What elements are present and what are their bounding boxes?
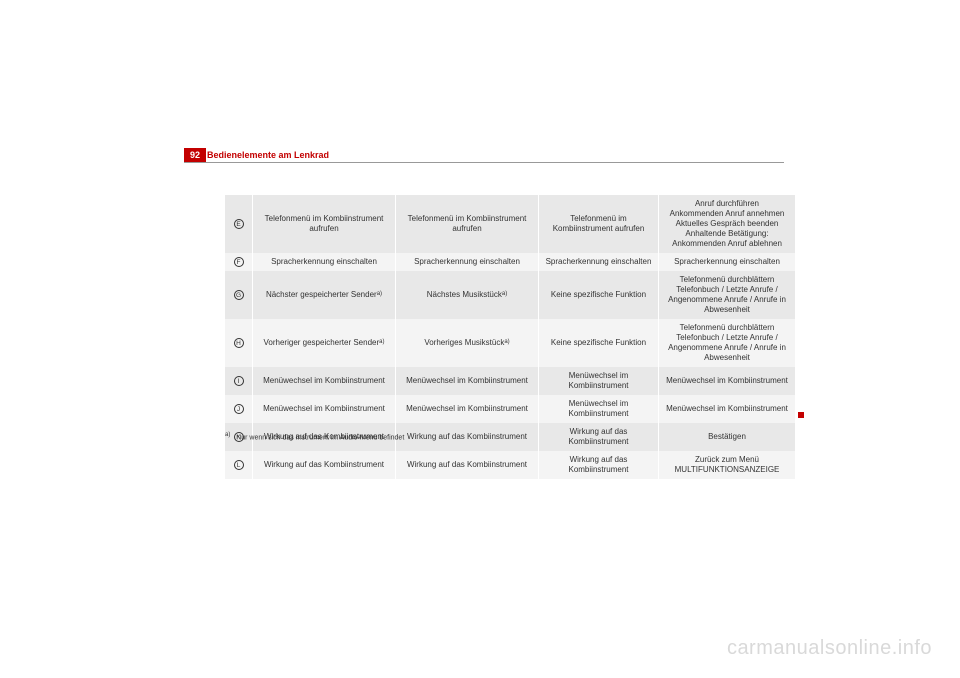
end-marker xyxy=(798,412,804,418)
table-row: J Menüwechsel im Kombiinstrument Menüwechs… xyxy=(225,395,795,423)
control-icon: F xyxy=(234,257,244,267)
table-cell: Spracherkennung einschalten xyxy=(659,253,795,271)
control-icon: E xyxy=(234,219,244,229)
table-cell: Vorheriges Musikstück a) xyxy=(396,319,539,367)
table-row: I Menüwechsel im Kombiinstrument Menüwechs… xyxy=(225,367,795,395)
table-cell: Wirkung auf das Kombiinstrument xyxy=(396,451,539,479)
cell-text: Anruf durchführen Ankommenden Anruf anne… xyxy=(670,199,785,249)
table-cell: Telefonmenü im Kombiinstrument aufrufen xyxy=(539,195,659,253)
cell-text: Wirkung auf das Kombiinstrument xyxy=(542,455,655,475)
row-icon-cell: H xyxy=(225,319,253,367)
table-cell: Telefonmenü im Kombiinstrument aufrufen xyxy=(253,195,396,253)
table-cell: Wirkung auf das Kombiinstrument xyxy=(396,423,539,451)
cell-superscript: a) xyxy=(502,291,507,299)
header-rule xyxy=(184,162,784,163)
table-cell: Menüwechsel im Kombiinstrument xyxy=(539,395,659,423)
cell-text: Menüwechsel im Kombiinstrument xyxy=(542,371,655,391)
cell-text: Wirkung auf das Kombiinstrument xyxy=(264,460,384,470)
cell-text: Vorheriges Musikstück xyxy=(424,338,504,348)
footnote-mark: a) xyxy=(225,432,230,438)
table-row: L Wirkung auf das Kombiinstrument Wirkung … xyxy=(225,451,795,479)
cell-text: Telefonmenü durchblättern Telefonbuch / … xyxy=(662,275,792,315)
table-cell: Wirkung auf das Kombiinstrument xyxy=(539,423,659,451)
table-cell: Telefonmenü durchblättern Telefonbuch / … xyxy=(659,319,795,367)
table-cell: Keine spezifische Funktion xyxy=(539,271,659,319)
table-cell: Spracherkennung einschalten xyxy=(539,253,659,271)
cell-text: Menüwechsel im Kombiinstrument xyxy=(666,404,788,414)
table-cell: Nächstes Musikstück a) xyxy=(396,271,539,319)
cell-text: Menüwechsel im Kombiinstrument xyxy=(406,404,528,414)
cell-superscript: a) xyxy=(504,339,509,347)
row-icon-cell: F xyxy=(225,253,253,271)
table-cell: Spracherkennung einschalten xyxy=(253,253,396,271)
footnote: a) Nur wenn sich das Instrument im Audio… xyxy=(225,432,404,441)
row-icon-cell: I xyxy=(225,367,253,395)
table-cell: Menüwechsel im Kombiinstrument xyxy=(396,367,539,395)
table-cell: Menüwechsel im Kombiinstrument xyxy=(659,367,795,395)
control-icon: L xyxy=(234,460,244,470)
table-cell: Telefonmenü durchblättern Telefonbuch / … xyxy=(659,271,795,319)
row-icon-cell: E xyxy=(225,195,253,253)
table-cell: Menüwechsel im Kombiinstrument xyxy=(253,367,396,395)
cell-text: Spracherkennung einschalten xyxy=(414,257,520,267)
cell-text: Menüwechsel im Kombiinstrument xyxy=(263,404,385,414)
cell-text: Nächster gespeicherter Sender xyxy=(266,290,377,300)
row-icon-cell: G xyxy=(225,271,253,319)
table-row: HVorheriger gespeicherter Sender a)Vorhe… xyxy=(225,319,795,367)
table-cell: Zurück zum Menü MULTIFUNKTIONSANZEIGE xyxy=(659,451,795,479)
cell-text: Spracherkennung einschalten xyxy=(546,257,652,267)
footnote-text: Nur wenn sich das Instrument im Audio-Me… xyxy=(236,434,404,441)
cell-text: Keine spezifische Funktion xyxy=(551,290,646,300)
table-cell: Menüwechsel im Kombiinstrument xyxy=(396,395,539,423)
cell-text: Telefonmenü durchblättern Telefonbuch / … xyxy=(662,323,792,363)
table-cell: Keine spezifische Funktion xyxy=(539,319,659,367)
section-title: Bedienelemente am Lenkrad xyxy=(207,148,329,160)
cell-text: Spracherkennung einschalten xyxy=(674,257,780,267)
cell-text: Wirkung auf das Kombiinstrument xyxy=(407,460,527,470)
table-cell: Spracherkennung einschalten xyxy=(396,253,539,271)
table-cell: Menüwechsel im Kombiinstrument xyxy=(539,367,659,395)
control-icon: I xyxy=(234,376,244,386)
table-row: E Telefonmenü im Kombiinstrument aufrufen… xyxy=(225,195,795,253)
cell-text: Spracherkennung einschalten xyxy=(271,257,377,267)
watermark: carmanualsonline.info xyxy=(727,637,932,660)
table-cell: Vorheriger gespeicherter Sender a) xyxy=(253,319,396,367)
row-icon-cell: L xyxy=(225,451,253,479)
table-cell: Wirkung auf das Kombiinstrument xyxy=(539,451,659,479)
table-cell: Nächster gespeicherter Sender a) xyxy=(253,271,396,319)
table-cell: Menüwechsel im Kombiinstrument xyxy=(659,395,795,423)
control-icon: H xyxy=(234,338,244,348)
cell-text: Telefonmenü im Kombiinstrument aufrufen xyxy=(542,214,655,234)
cell-text: Menüwechsel im Kombiinstrument xyxy=(542,399,655,419)
control-icon: G xyxy=(234,290,244,300)
table-cell: Anruf durchführen Ankommenden Anruf anne… xyxy=(659,195,795,253)
cell-superscript: a) xyxy=(379,339,384,347)
cell-text: Menüwechsel im Kombiinstrument xyxy=(263,376,385,386)
page-number: 92 xyxy=(184,148,206,162)
cell-text: Wirkung auf das Kombiinstrument xyxy=(407,432,527,442)
cell-text: Vorheriger gespeicherter Sender xyxy=(264,338,380,348)
cell-text: Zurück zum Menü MULTIFUNKTIONSANZEIGE xyxy=(662,455,792,475)
cell-superscript: a) xyxy=(377,291,382,299)
cell-text: Nächstes Musikstück xyxy=(427,290,502,300)
cell-text: Menüwechsel im Kombiinstrument xyxy=(666,376,788,386)
page: 92 Bedienelemente am Lenkrad E Telefonmen… xyxy=(0,0,960,678)
control-icon: J xyxy=(234,404,244,414)
table-cell: Wirkung auf das Kombiinstrument xyxy=(253,451,396,479)
cell-text: Menüwechsel im Kombiinstrument xyxy=(406,376,528,386)
cell-text: Wirkung auf das Kombiinstrument xyxy=(542,427,655,447)
table-row: GNächster gespeicherter Sender a)Nächste… xyxy=(225,271,795,319)
cell-text: Telefonmenü im Kombiinstrument aufrufen xyxy=(399,214,535,234)
row-icon-cell: J xyxy=(225,395,253,423)
table-cell: Bestätigen xyxy=(659,423,795,451)
table-cell: Telefonmenü im Kombiinstrument aufrufen xyxy=(396,195,539,253)
table-row: F Spracherkennung einschalten Spracherkenn… xyxy=(225,253,795,271)
cell-text: Bestätigen xyxy=(708,432,746,442)
cell-text: Telefonmenü im Kombiinstrument aufrufen xyxy=(256,214,392,234)
cell-text: Keine spezifische Funktion xyxy=(551,338,646,348)
table-cell: Menüwechsel im Kombiinstrument xyxy=(253,395,396,423)
